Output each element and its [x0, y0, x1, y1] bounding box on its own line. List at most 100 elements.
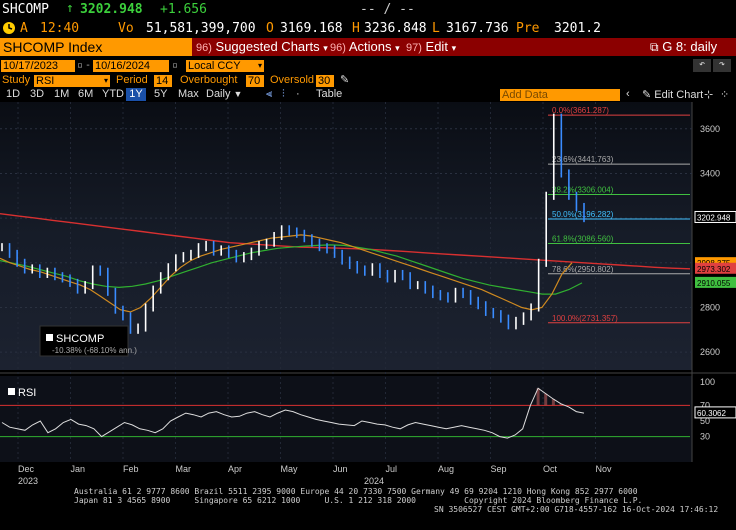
right-value-label: 2910.055 [697, 279, 731, 288]
fib-level-label: 0.0%(3661.287) [552, 106, 609, 115]
range-ytd[interactable]: YTD [102, 88, 124, 100]
x-tick-label: Nov [596, 464, 613, 474]
x-tick-label: Feb [123, 464, 139, 474]
rsi-value-badge [694, 406, 736, 419]
footer-line-2: Japan 81 3 4565 8900 Singapore 65 6212 1… [74, 496, 643, 505]
range-1d[interactable]: 1D [6, 88, 21, 100]
right-value-badge [695, 257, 736, 269]
year-label-2024: 2024 [364, 476, 384, 486]
rsi-value-label: 60.3062 [697, 409, 726, 418]
range-max[interactable]: Max [178, 88, 199, 100]
x-tick-label: Aug [438, 464, 454, 474]
fib-level-label: 38.2%(3306.004) [552, 185, 614, 194]
pencil-icon: ✎ [642, 89, 652, 101]
clock-icon [2, 21, 16, 35]
ma-red-line [0, 213, 691, 270]
crosshair-icon[interactable]: ⊹ [704, 89, 714, 101]
range-5y[interactable]: 5Y [154, 88, 168, 100]
quote-pre: 3201.2 [554, 21, 601, 36]
rsi-tick-label: 30 [700, 432, 710, 442]
x-tick-label: Jul [386, 464, 398, 474]
study-select[interactable]: RSI ▾ [34, 75, 110, 87]
rsi-legend-label: RSI [18, 387, 36, 399]
oversold-field[interactable]: 30 [316, 75, 334, 87]
candle-chart-icon[interactable]: ⫶ [282, 88, 285, 100]
x-tick-label: Oct [543, 464, 558, 474]
quote-bid-ask: -- / -- [360, 2, 415, 17]
x-tick-label: Mar [176, 464, 192, 474]
line-chart-icon[interactable]: ⫷ [266, 88, 273, 100]
date-toolbar: 10/17/2023 ▫ - 10/16/2024 ▫ Local CCY ▾ ↶… [0, 57, 736, 75]
frequency-select[interactable]: Daily ▼ [206, 88, 243, 100]
quote-time: 12:40 [40, 21, 80, 36]
quote-o-label: O [266, 21, 274, 36]
x-tick-label: Apr [228, 464, 242, 474]
quote-volume: 51,581,399,700 [146, 21, 256, 36]
quote-high: 3236.848 [364, 21, 427, 36]
actions-menu[interactable]: 96) Actions ▾ [330, 39, 400, 54]
x-tick-label: Dec [18, 464, 35, 474]
range-3d[interactable]: 3D [30, 88, 45, 100]
calendar-icon[interactable]: ▫ [77, 60, 84, 71]
calendar-icon[interactable]: ▫ [172, 60, 179, 71]
right-value-badge [695, 262, 736, 274]
right-value-label: 2973.302 [697, 265, 731, 274]
fib-level-label: 23.6%(3441.763) [552, 155, 614, 164]
currency-select[interactable]: Local CCY ▾ [186, 60, 264, 72]
study-label: Study [2, 74, 31, 86]
range-6m[interactable]: 6M [78, 88, 94, 100]
table-button[interactable]: Table [316, 88, 343, 100]
legend-return: -10.38% (-68.10% ann.) [52, 346, 137, 355]
period-field[interactable]: 14 [154, 75, 172, 87]
fib-level-label: 50.0%(3196.282) [552, 210, 614, 219]
period-label: Period [116, 74, 148, 86]
security-field[interactable]: SHCOMP Index [0, 38, 192, 56]
suggested-charts-menu[interactable]: 96) Suggested Charts ▾ [196, 39, 328, 54]
quote-pre-label: Pre [516, 21, 540, 36]
series-legend [39, 325, 129, 357]
right-value-badge [695, 276, 736, 288]
right-value-label: 3202.948 [697, 213, 731, 222]
overbought-field[interactable]: 70 [246, 75, 264, 87]
x-tick-label: Jun [333, 464, 348, 474]
add-data-input[interactable]: Add Data [500, 89, 620, 101]
legend-series-name: SHCOMP [56, 333, 104, 345]
more-icon[interactable]: ⁘ [720, 89, 730, 101]
footer: Australia 61 2 9777 8600 Brazil 5511 239… [0, 486, 736, 530]
quote-change: +1.656 [160, 2, 207, 17]
edit-menu[interactable]: 97) Edit ▾ [406, 39, 457, 54]
quote-a-label: A [20, 21, 28, 36]
fib-level-label: 78.6%(2950.802) [552, 265, 614, 274]
quote-l-label: L [432, 21, 440, 36]
end-date-field[interactable]: 10/16/2024 [93, 60, 169, 72]
range-1m[interactable]: 1M [54, 88, 70, 100]
popout-icon: ⧉ [650, 40, 659, 54]
undo-icon[interactable]: ↶ [693, 59, 711, 72]
y-tick-label: 2800 [700, 302, 720, 312]
y-tick-label: 3600 [700, 124, 720, 134]
right-value-badge [694, 210, 736, 223]
start-date-field[interactable]: 10/17/2023 [1, 60, 75, 72]
quote-low: 3167.736 [446, 21, 509, 36]
up-arrow-icon: ↑ [66, 1, 74, 16]
footer-line-3: SN 3506527 CEST GMT+2:00 G718-4557-162 1… [434, 505, 719, 514]
quote-vo-label: Vo [118, 21, 134, 36]
range-1y[interactable]: 1Y [126, 88, 146, 101]
ma-green-line [0, 244, 583, 295]
edit-chart-button[interactable]: ✎ Edit Chart [642, 89, 704, 101]
x-tick-label: May [281, 464, 299, 474]
pencil-icon[interactable]: ✎ [340, 74, 350, 86]
y-tick-label: 2600 [700, 347, 720, 357]
legend-swatch [46, 334, 53, 341]
year-label-2023: 2023 [18, 476, 38, 486]
quote-h-label: H [352, 21, 360, 36]
redo-icon[interactable]: ↷ [713, 59, 731, 72]
rsi-panel [0, 376, 692, 462]
oversold-label: Oversold [270, 74, 315, 86]
fib-level-label: 100.0%(2731.357) [552, 314, 618, 323]
price-chart[interactable]: 0.0%(3661.287) 23.6%(3441.763) 38.2%(3306.… [0, 102, 736, 486]
rsi-line [1, 387, 585, 439]
study-toolbar: Study RSI ▾ Period 14 Overbought 70 Overs… [0, 74, 736, 88]
chart-window-label[interactable]: ⧉ G 8: daily [650, 39, 718, 54]
collapse-icon[interactable]: ‹ [626, 88, 630, 100]
